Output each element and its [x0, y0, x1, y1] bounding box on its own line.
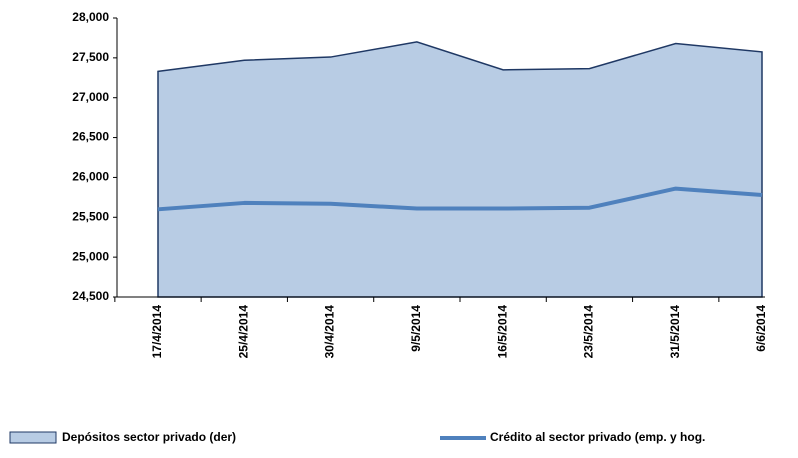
y-tick-label: 25,000 — [72, 249, 109, 263]
y-tick-label: 27,500 — [72, 50, 109, 64]
y-tick-label: 26,000 — [72, 170, 109, 184]
y-tick-label: 28,000 — [72, 10, 109, 24]
legend-swatch — [9, 431, 57, 444]
line — [157, 186, 763, 212]
x-tick-label: 16/5/2014 — [495, 305, 509, 359]
legend-label: Crédito al sector privado (emp. y hog. — [490, 430, 705, 444]
y-tick-label: 24,500 — [72, 289, 109, 303]
legend-label: Depósitos sector privado (der) — [62, 430, 236, 444]
x-tick-label: 31/5/2014 — [668, 305, 682, 359]
x-tick-label: 23/5/2014 — [582, 305, 596, 359]
x-tick-label: 9/5/2014 — [409, 305, 423, 352]
y-tick-label: 25,500 — [72, 209, 109, 223]
x-tick-label: 6/6/2014 — [754, 305, 768, 352]
area — [157, 41, 763, 298]
x-tick-label: 30/4/2014 — [323, 305, 337, 359]
y-tick-label: 26,500 — [72, 130, 109, 144]
x-tick-label: 25/4/2014 — [236, 305, 250, 359]
y-tick-label: 27,000 — [72, 90, 109, 104]
x-tick-label: 17/4/2014 — [150, 305, 164, 359]
